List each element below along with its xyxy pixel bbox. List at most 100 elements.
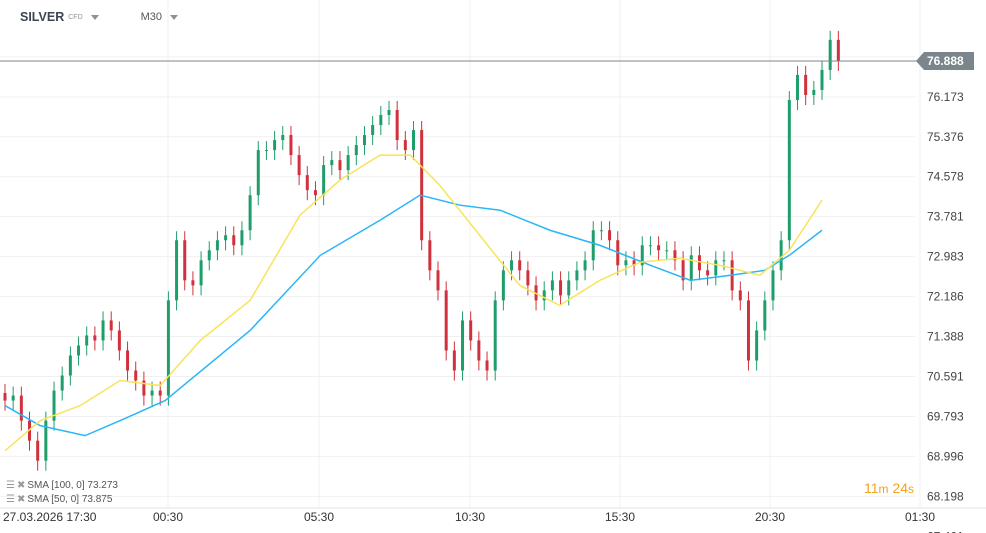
candle [126, 341, 130, 381]
candle-body [207, 250, 211, 261]
candle-body [485, 360, 489, 371]
candle [93, 326, 97, 351]
candle [795, 65, 799, 110]
candle [199, 251, 203, 296]
candle-body [101, 320, 105, 341]
candle [412, 121, 415, 161]
candle-body [68, 355, 72, 376]
candle [828, 30, 832, 80]
candle [763, 291, 767, 341]
candle [575, 261, 579, 291]
candle [109, 311, 113, 341]
candle-body [166, 300, 170, 396]
candle-body [371, 125, 375, 136]
candle [232, 226, 236, 256]
x-tick-label: 15:30 [605, 510, 635, 524]
remove-icon[interactable]: ✖ [16, 480, 26, 491]
y-tick-label: 70.591 [927, 369, 964, 383]
candle [485, 351, 489, 381]
candle [820, 60, 824, 100]
settings-icon[interactable]: ☰ [6, 494, 15, 505]
candle-body [820, 69, 824, 90]
candle [142, 371, 146, 406]
x-tick-label: 01:30 [905, 510, 935, 524]
candle-body [526, 270, 530, 286]
candle-body [722, 260, 726, 262]
candle-body [575, 270, 579, 281]
candle-body [461, 320, 465, 371]
candle-body [657, 245, 661, 251]
candle-body [338, 160, 342, 171]
candle-body [11, 395, 15, 401]
timeframe-selector[interactable]: M30 [140, 11, 163, 23]
candle [36, 431, 40, 471]
candle-body [477, 340, 481, 361]
candle-body [673, 250, 677, 261]
candle [379, 105, 383, 136]
candle-body [510, 260, 514, 271]
candle-body [183, 240, 187, 281]
candle-body [126, 350, 130, 371]
candle [134, 361, 138, 391]
candle [387, 100, 391, 126]
candle-body [93, 335, 97, 341]
candle-body [248, 195, 252, 231]
candle-body [313, 190, 317, 196]
settings-icon[interactable]: ☰ [6, 480, 15, 491]
candle-body [697, 255, 701, 271]
candle [191, 271, 195, 296]
candle-body [346, 155, 350, 171]
symbol-dropdown-icon[interactable] [90, 14, 99, 20]
candle-body [804, 74, 808, 95]
candle [706, 261, 710, 286]
candle-body [706, 270, 710, 276]
candle [44, 411, 48, 471]
candle-body [812, 89, 816, 95]
candle [215, 231, 219, 261]
remove-icon[interactable]: ✖ [16, 494, 26, 505]
candle [673, 241, 677, 271]
candle-body [52, 390, 56, 421]
candle-body [158, 390, 162, 396]
candle [289, 126, 293, 166]
candle-body [362, 135, 366, 146]
x-tick-label: 10:30 [455, 510, 485, 524]
candle [599, 221, 603, 241]
candle [224, 226, 228, 251]
chart-header: SILVER CFD M30 [20, 10, 179, 24]
candle [420, 121, 424, 251]
x-tick-label: 27.03.2026 17:30 [3, 510, 97, 524]
candle-body [542, 290, 546, 301]
current-price-tag [916, 52, 974, 70]
candle [322, 156, 326, 206]
candle [183, 231, 187, 291]
candle [501, 261, 505, 311]
candle [19, 386, 23, 431]
candle [665, 241, 669, 261]
candle-body [599, 230, 603, 232]
candle-body [232, 235, 236, 246]
candle [493, 291, 497, 381]
candle-body [583, 260, 587, 271]
candle [338, 151, 342, 181]
candle-body [19, 395, 23, 421]
candle [779, 231, 783, 281]
candle-body [755, 330, 759, 361]
candle-body [779, 240, 783, 271]
candle-body [412, 130, 415, 151]
candle-body [297, 155, 301, 176]
instrument-type: CFD [68, 13, 83, 21]
symbol-name[interactable]: SILVER [20, 10, 65, 24]
candle [248, 186, 252, 241]
candle-body [240, 230, 244, 246]
candle-body [689, 255, 693, 281]
candle-body [289, 135, 293, 156]
candle-body [44, 420, 48, 461]
timeframe-dropdown-icon[interactable] [170, 14, 179, 20]
legend-label: SMA [100, 0] 73.273 [27, 480, 118, 491]
candle [240, 221, 244, 256]
candle [428, 231, 432, 281]
candle [166, 291, 170, 406]
candle-body [501, 270, 505, 301]
